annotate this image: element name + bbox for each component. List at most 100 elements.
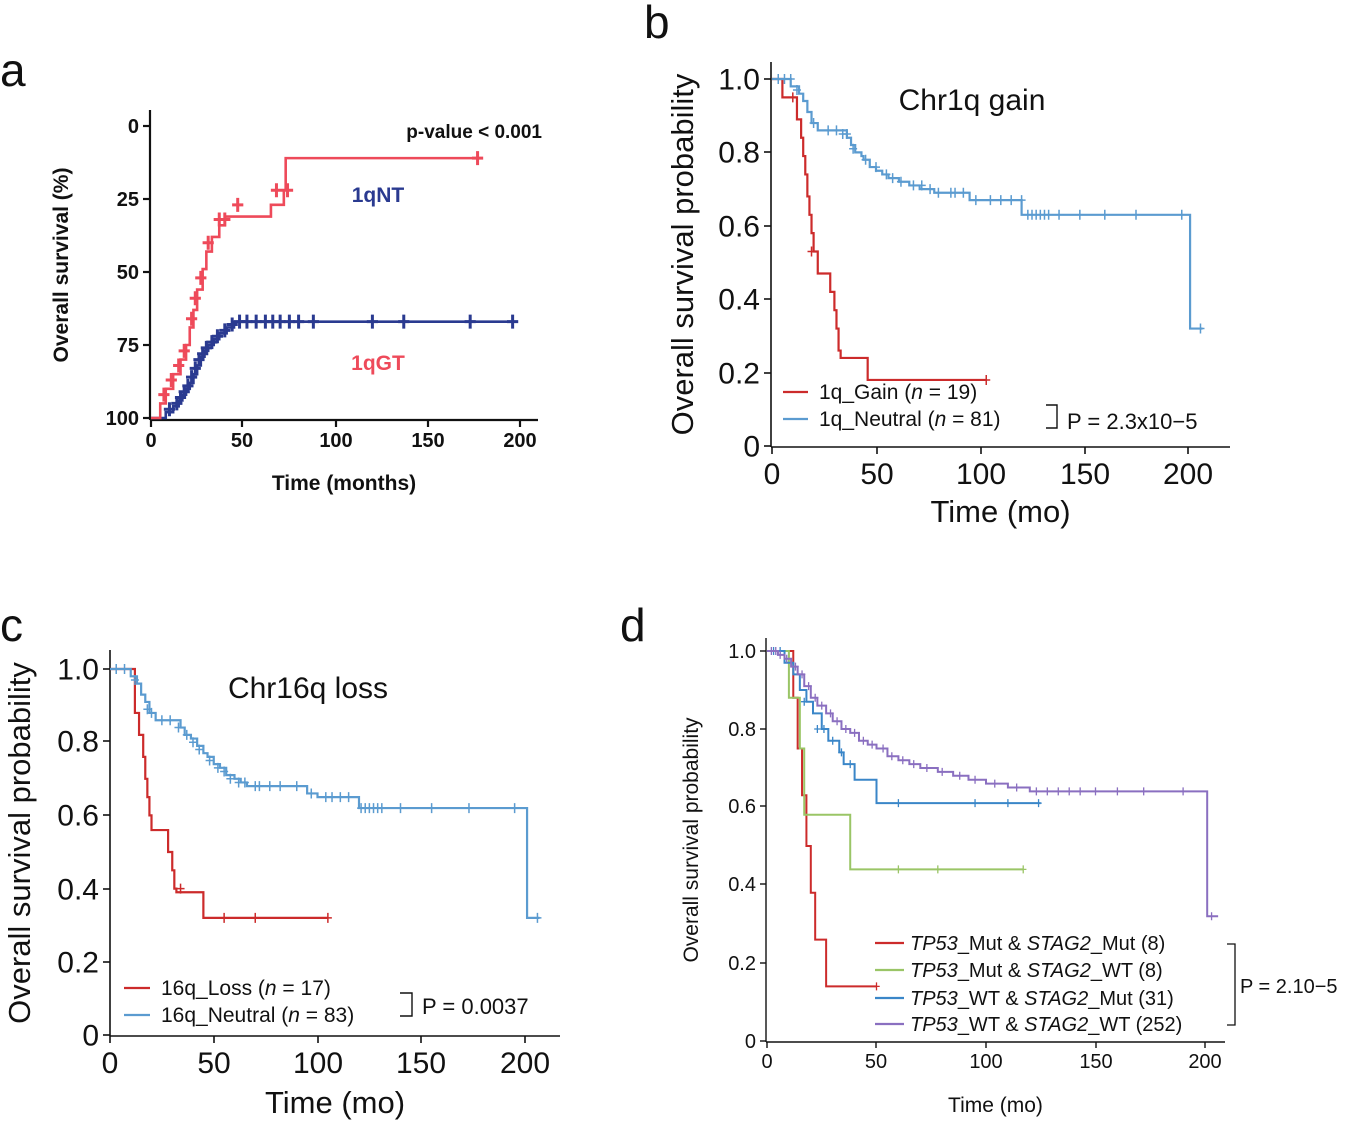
panel-letter-d: d bbox=[620, 599, 646, 651]
censor-mark bbox=[211, 329, 224, 344]
label-1qNT: 1qNT bbox=[352, 184, 405, 207]
censor-mark bbox=[344, 792, 353, 803]
censor-mark bbox=[776, 650, 784, 659]
label-1qGT: 1qGT bbox=[351, 352, 405, 375]
censor-mark bbox=[471, 151, 484, 166]
censor-mark bbox=[220, 766, 229, 777]
y-tick-label: 0 bbox=[128, 116, 139, 138]
censor-mark bbox=[910, 760, 917, 769]
censor-mark bbox=[909, 180, 918, 191]
censor-mark bbox=[786, 74, 795, 84]
censor-mark bbox=[158, 387, 170, 402]
censor-mark bbox=[956, 771, 963, 780]
censor-mark bbox=[934, 187, 943, 198]
censor-mark bbox=[226, 773, 235, 784]
legend-label-1: 1q_Neutral (n = 81) bbox=[819, 408, 1001, 431]
censor-mark bbox=[1055, 787, 1062, 796]
censor-mark bbox=[232, 197, 244, 212]
x-tick-label: 150 bbox=[396, 1047, 446, 1080]
y-tick-label: 0.2 bbox=[728, 953, 756, 975]
censor-mark bbox=[240, 777, 249, 788]
y-axis-label: Overall survival (%) bbox=[50, 168, 73, 363]
censor-mark bbox=[783, 654, 790, 663]
censor-mark bbox=[366, 314, 378, 329]
censor-mark bbox=[464, 803, 473, 814]
censor-mark bbox=[982, 374, 991, 385]
censor-mark bbox=[996, 195, 1005, 206]
censor-mark bbox=[202, 235, 214, 250]
censor-mark bbox=[868, 740, 876, 749]
censor-mark bbox=[807, 246, 816, 257]
censor-mark bbox=[182, 378, 194, 393]
censor-mark bbox=[879, 744, 887, 753]
censor-mark bbox=[1132, 209, 1140, 220]
y-tick-label: 0 bbox=[743, 431, 760, 464]
series-line-1 bbox=[772, 77, 1203, 330]
censor-mark bbox=[805, 682, 812, 691]
censor-mark bbox=[143, 704, 152, 715]
y-axis-label: Overall survival probability bbox=[2, 662, 37, 1024]
series-line-0 bbox=[767, 650, 877, 988]
censor-mark bbox=[464, 314, 476, 329]
legend-label-0: 1q_Gain (n = 19) bbox=[819, 381, 977, 404]
censor-mark bbox=[923, 764, 931, 772]
censor-mark bbox=[174, 722, 183, 733]
x-axis-label: Time (months) bbox=[272, 472, 416, 495]
x-tick-label: 50 bbox=[860, 458, 893, 491]
y-tick-label: 0.4 bbox=[728, 874, 756, 896]
censor-mark bbox=[1044, 787, 1051, 796]
x-tick-label: 50 bbox=[231, 430, 253, 452]
y-tick-label: 0 bbox=[745, 1031, 756, 1053]
chart-title: Chr16q loss bbox=[228, 672, 388, 705]
censor-mark bbox=[895, 865, 902, 874]
censor-mark bbox=[1004, 799, 1012, 808]
y-tick-label: 50 bbox=[117, 262, 139, 284]
x-tick-label: 100 bbox=[293, 1047, 343, 1080]
series-line-0 bbox=[151, 320, 511, 420]
y-tick-label: 0.6 bbox=[728, 796, 756, 818]
censor-mark bbox=[926, 184, 935, 195]
censor-mark bbox=[860, 736, 867, 745]
censor-mark bbox=[1196, 323, 1205, 334]
x-tick-label: 100 bbox=[956, 458, 1006, 491]
censor-mark bbox=[888, 173, 897, 184]
censor-mark bbox=[951, 187, 960, 198]
censor-mark bbox=[205, 755, 214, 766]
y-tick-label: 0.4 bbox=[57, 874, 99, 907]
legend-label-2: TP53_WT & STAG2_Mut (31) bbox=[910, 988, 1174, 1010]
censor-mark bbox=[292, 781, 301, 792]
panel-d: 0 50 100 150 200 0 0.2 0.4 0.6 0.8 1.0 Time (mo) Ove… bbox=[680, 638, 1338, 1117]
censor-mark bbox=[1013, 783, 1020, 792]
censor-mark bbox=[824, 125, 833, 136]
censor-mark bbox=[219, 323, 231, 338]
censor-mark bbox=[820, 725, 828, 733]
censor-mark bbox=[398, 314, 410, 329]
legend-label-1: TP53_Mut & STAG2_WT (8) bbox=[910, 960, 1163, 982]
censor-mark bbox=[1100, 209, 1109, 220]
censor-mark bbox=[377, 803, 386, 814]
x-tick-label: 0 bbox=[761, 1051, 772, 1073]
censor-mark bbox=[510, 803, 519, 814]
x-tick-label: 0 bbox=[764, 458, 781, 491]
censor-mark bbox=[130, 674, 139, 685]
censor-mark bbox=[533, 912, 542, 923]
censor-mark bbox=[798, 670, 806, 679]
y-tick-label: 25 bbox=[117, 189, 139, 211]
censor-mark bbox=[991, 779, 998, 788]
y-tick-label: 75 bbox=[117, 335, 139, 357]
legend-label-1: 16q_Neutral (n = 83) bbox=[161, 1004, 354, 1027]
y-tick-label: 100 bbox=[106, 408, 139, 430]
x-tick-label: 0 bbox=[102, 1047, 119, 1080]
censor-mark bbox=[788, 92, 797, 103]
censor-mark bbox=[163, 402, 176, 417]
censor-mark bbox=[182, 729, 191, 740]
y-tick-label: 0.2 bbox=[57, 947, 99, 980]
censor-mark bbox=[939, 767, 946, 776]
x-tick-label: 150 bbox=[1079, 1051, 1112, 1073]
y-tick-label: 0.8 bbox=[728, 719, 756, 741]
legend-label-3: TP53_WT & STAG2_WT (252) bbox=[910, 1014, 1182, 1036]
censor-mark bbox=[818, 701, 825, 710]
censor-mark bbox=[842, 725, 850, 733]
censor-mark bbox=[849, 143, 858, 154]
censor-mark bbox=[120, 664, 129, 674]
